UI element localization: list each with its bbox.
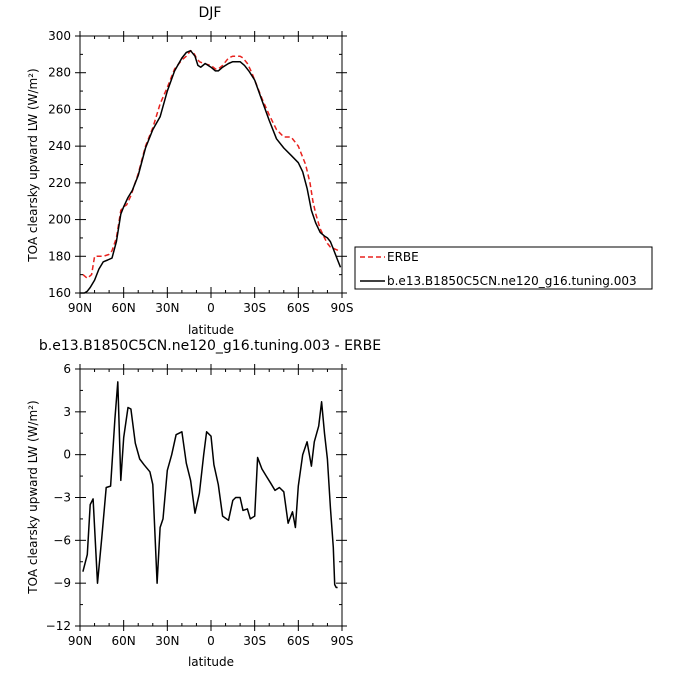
top-plot-frame — [79, 35, 343, 294]
bottom-y-tick-label: 3 — [63, 405, 71, 419]
top-x-tick-label: 60N — [112, 301, 136, 315]
legend-label-model: b.e13.B1850C5CN.ne120_g16.tuning.003 — [387, 274, 637, 288]
bottom-y-tick-label: −3 — [53, 491, 71, 505]
bottom-chart-title: b.e13.B1850C5CN.ne120_g16.tuning.003 - E… — [39, 338, 381, 354]
bottom-y-tick-label: −6 — [53, 533, 71, 547]
bottom-y-tick-label: −12 — [46, 619, 71, 633]
legend-box — [354, 246, 653, 290]
bottom-x-tick-label: 60N — [112, 634, 136, 648]
top-y-tick-label: 280 — [48, 66, 71, 80]
top-y-tick-label: 220 — [48, 176, 71, 190]
top-y-tick-label: 160 — [48, 286, 71, 300]
bottom-x-tick-label: 90N — [68, 634, 92, 648]
bottom-x-tick-label: 0 — [207, 634, 215, 648]
bottom-x-tick-label: 30N — [155, 634, 179, 648]
top-y-tick-label: 260 — [48, 102, 71, 116]
bottom-series-line-0 — [82, 381, 338, 589]
top-x-tick-label: 90S — [331, 301, 354, 315]
top-y-axis-label: TOA clearsky upward LW (W/m²) — [26, 68, 40, 262]
bottom-y-tick-label: −9 — [53, 576, 71, 590]
bottom-x-tick-label: 30S — [243, 634, 266, 648]
top-y-tick-label: 180 — [48, 249, 71, 263]
bottom-x-tick-label: 90S — [331, 634, 354, 648]
bottom-x-axis-label: latitude — [188, 655, 234, 669]
top-panel: DJF 90N 60N 30N 0 30S 60S 90S 160 180 200 220 240 26… — [26, 5, 353, 337]
top-series-line-0 — [82, 49, 340, 280]
bottom-panel: b.e13.B1850C5CN.ne120_g16.tuning.003 - E… — [26, 338, 381, 669]
top-x-tick-label: 0 — [207, 301, 215, 315]
top-x-tick-label: 60S — [287, 301, 310, 315]
bottom-y-axis-label: TOA clearsky upward LW (W/m²) — [26, 400, 40, 594]
top-series-line-1 — [80, 49, 342, 294]
top-x-axis-label: latitude — [188, 323, 234, 337]
top-series-group — [80, 49, 342, 294]
top-y-tick-label: 200 — [48, 213, 71, 227]
bottom-ticks: 90N 60N 30N 0 30S 60S 90S −12 −9 −6 −3 0 3 6 — [46, 362, 354, 648]
bottom-series-group — [82, 381, 338, 589]
bottom-y-tick-label: 6 — [63, 362, 71, 376]
bottom-y-tick-label: 0 — [63, 448, 71, 462]
top-chart-title: DJF — [199, 5, 222, 21]
legend: ERBE b.e13.B1850C5CN.ne120_g16.tuning.00… — [354, 246, 653, 290]
top-ticks: 90N 60N 30N 0 30S 60S 90S 160 180 200 220 240 260 280… — [48, 29, 353, 315]
top-x-tick-label: 30S — [243, 301, 266, 315]
top-y-tick-label: 300 — [48, 29, 71, 43]
top-x-tick-label: 90N — [68, 301, 92, 315]
top-x-tick-label: 30N — [155, 301, 179, 315]
top-y-tick-label: 240 — [48, 139, 71, 153]
bottom-x-tick-label: 60S — [287, 634, 310, 648]
legend-label-erbe: ERBE — [387, 250, 419, 264]
